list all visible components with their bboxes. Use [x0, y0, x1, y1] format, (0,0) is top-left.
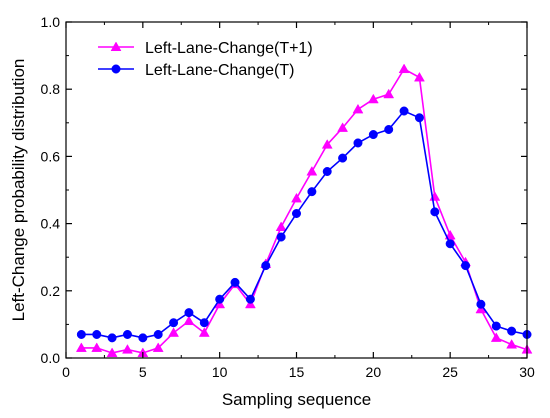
x-tick-label: 30	[519, 364, 535, 380]
series-line	[81, 110, 528, 339]
x-tick-label: 10	[212, 364, 228, 380]
legend-marker	[110, 41, 122, 51]
data-point	[168, 327, 179, 337]
data-point	[215, 294, 225, 304]
data-point	[153, 329, 163, 339]
data-point	[198, 327, 210, 337]
x-tick-label: 0	[62, 364, 70, 380]
data-point	[245, 294, 255, 304]
y-tick-label: 0.2	[41, 283, 61, 299]
series-group	[75, 63, 533, 357]
data-point	[261, 261, 271, 271]
data-point	[368, 130, 378, 140]
y-tick-label: 0.0	[41, 350, 61, 366]
data-point	[292, 209, 301, 219]
data-point	[230, 277, 240, 287]
data-point	[138, 333, 148, 343]
legend-marker	[111, 64, 121, 74]
y-tick-label: 1.0	[41, 14, 61, 30]
plot-frame	[65, 21, 528, 359]
data-point	[322, 167, 332, 177]
series-line	[81, 67, 528, 354]
data-point	[461, 261, 471, 271]
data-point	[414, 71, 425, 82]
x-tick-label: 5	[139, 364, 147, 380]
series	[76, 106, 532, 343]
data-point	[199, 318, 209, 328]
data-point	[384, 125, 394, 135]
data-point	[307, 187, 317, 197]
legend-label: Left-Lane-Change(T+1)	[145, 40, 313, 57]
data-point	[490, 332, 502, 342]
data-point	[184, 308, 194, 318]
data-point	[276, 232, 286, 242]
x-tick-label: 15	[289, 364, 305, 380]
data-point	[337, 122, 349, 132]
data-point	[353, 138, 363, 148]
data-point	[398, 63, 410, 74]
data-point	[275, 221, 287, 231]
legend-label: Left-Lane-Change(T)	[145, 62, 294, 79]
y-tick-label: 0.8	[41, 81, 61, 97]
data-point	[338, 153, 348, 163]
y-axis-title: Left-Change probability distribution	[9, 59, 28, 322]
data-point	[91, 342, 103, 352]
legend-entry: Left-Lane-Change(T)	[98, 62, 294, 79]
data-point	[383, 88, 395, 99]
data-point	[122, 344, 133, 354]
data-point	[352, 103, 364, 114]
data-point	[367, 93, 379, 104]
data-point	[476, 299, 486, 309]
x-tick-label: 25	[442, 364, 458, 380]
data-point	[445, 239, 455, 249]
data-point	[399, 106, 409, 116]
series	[75, 63, 533, 357]
axes: 0 5 10 15 20 25 30 0.0 0.2 0.4 0.6 0.8 1.0	[41, 14, 535, 380]
data-point	[122, 329, 132, 339]
legend: Left-Lane-Change(T+1) Left-Lane-Change(T)	[98, 40, 313, 79]
data-point	[183, 315, 195, 326]
data-point	[75, 342, 87, 352]
data-point	[414, 113, 424, 123]
data-point	[507, 326, 517, 336]
data-point	[169, 318, 179, 328]
data-point	[506, 339, 518, 349]
data-point	[152, 342, 164, 352]
data-point	[107, 333, 117, 343]
data-point	[430, 207, 440, 217]
data-point	[76, 329, 86, 339]
legend-entry: Left-Lane-Change(T+1)	[98, 40, 313, 57]
y-tick-label: 0.4	[41, 216, 61, 232]
data-point	[306, 166, 318, 176]
data-point	[106, 347, 118, 357]
y-tick-label: 0.6	[41, 148, 61, 164]
data-point	[491, 321, 501, 331]
data-point	[291, 192, 302, 203]
x-tick-label: 20	[366, 364, 382, 380]
x-axis-title: Sampling sequence	[222, 390, 371, 409]
data-point	[321, 139, 333, 149]
data-point	[92, 329, 102, 339]
